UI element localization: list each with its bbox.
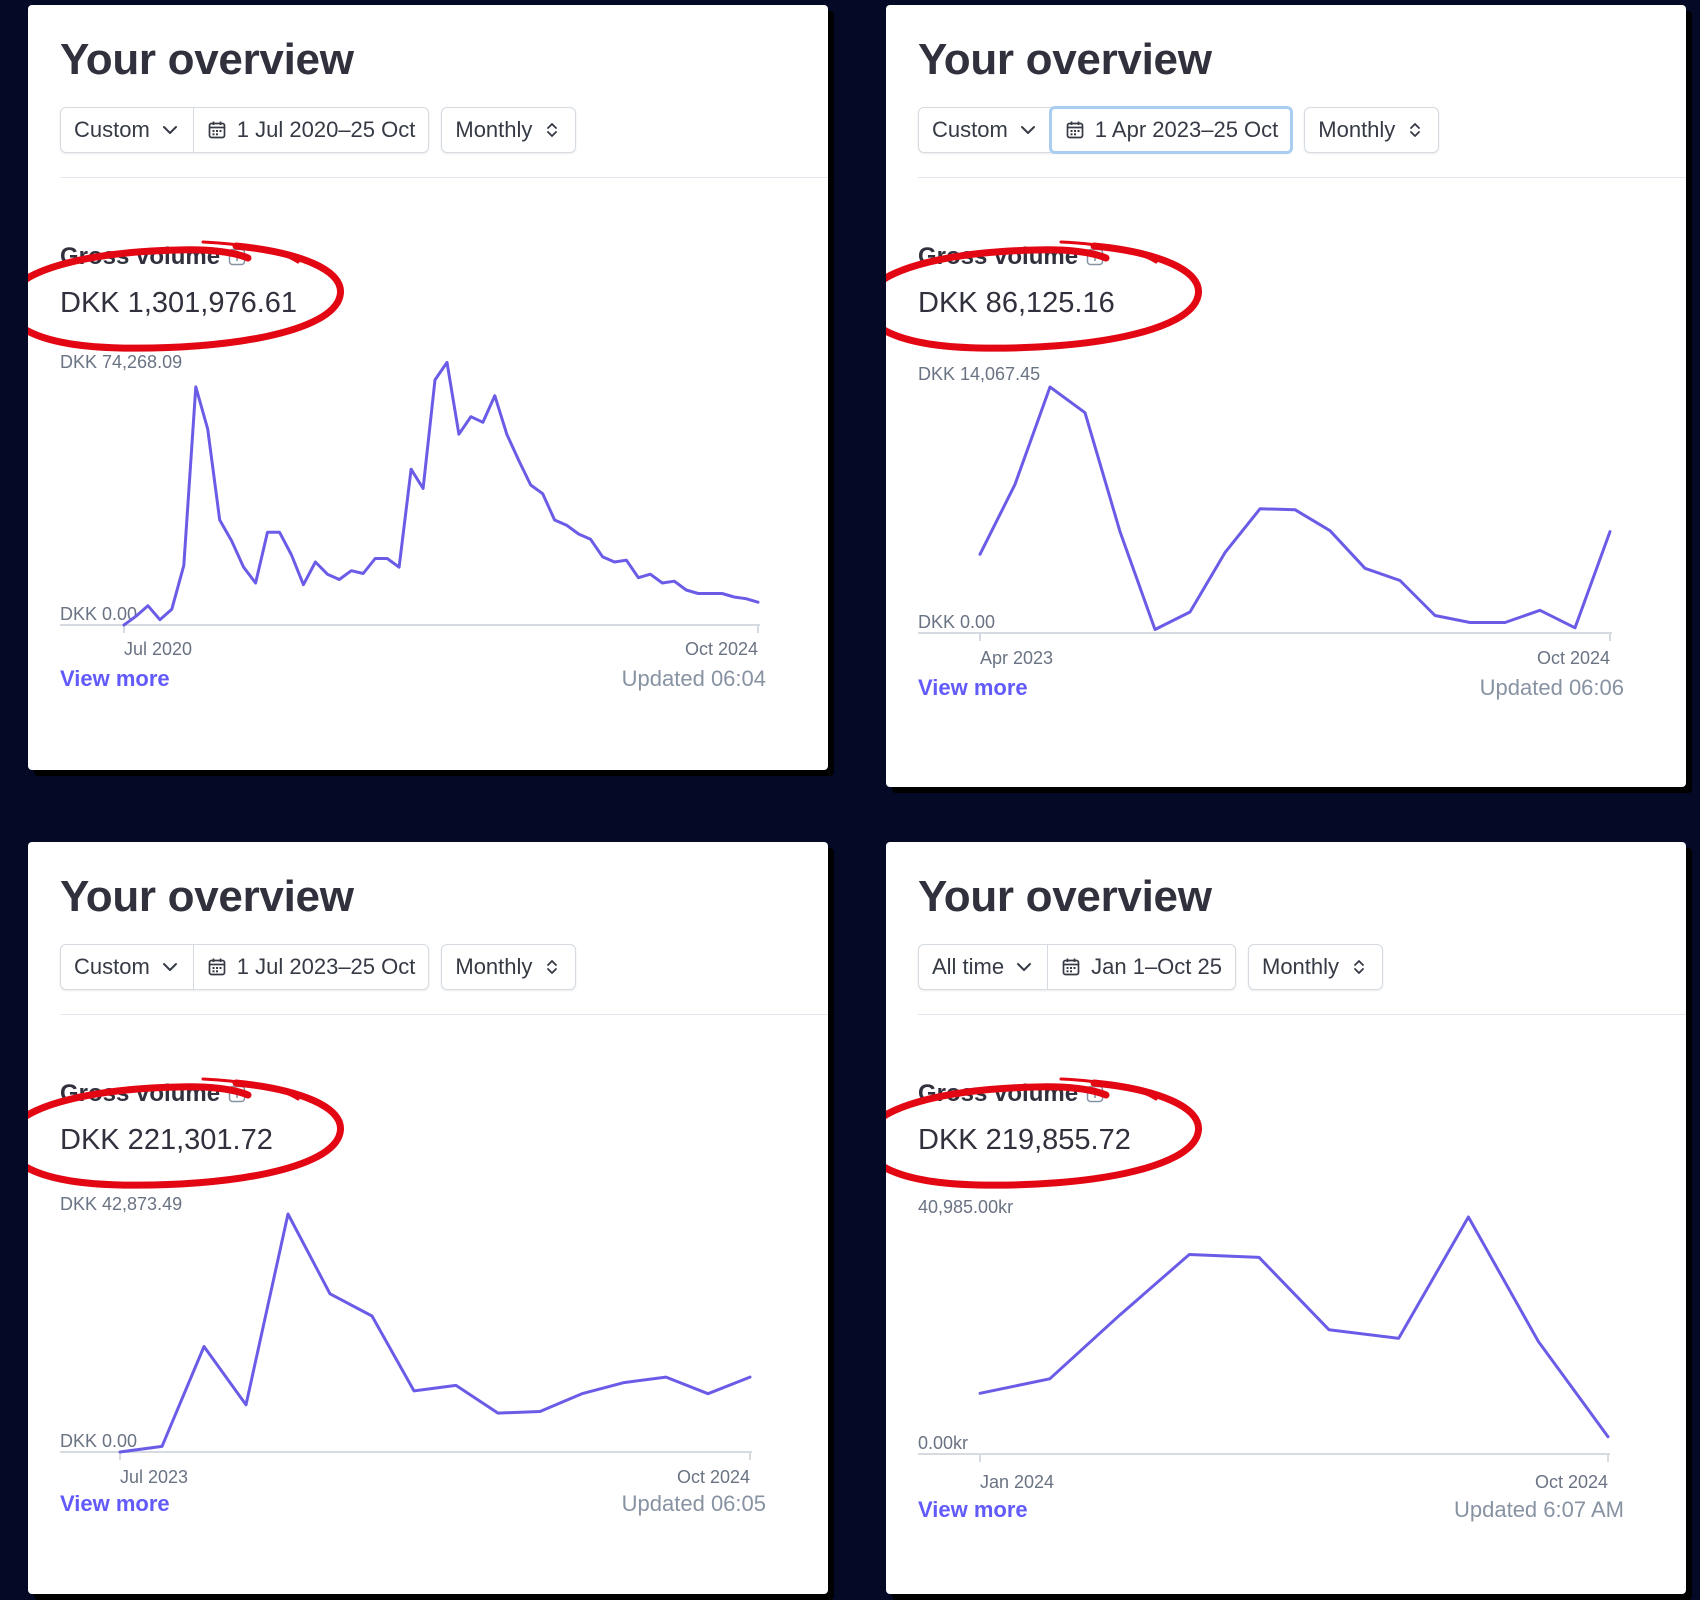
gross-volume-chart: DKK 14,067.45 DKK 0.00 Apr 2023 Oct 2024	[918, 364, 1612, 668]
series-line	[122, 360, 760, 627]
divider	[918, 177, 1686, 178]
y-axis-min-label: DKK 0.00	[60, 1431, 137, 1451]
updated-timestamp: Updated 6:07 AM	[1453, 1497, 1624, 1522]
overview-panel: Your overview Custom 1 Jul 2020–25 Oct	[28, 5, 828, 770]
calendar-icon	[207, 120, 227, 140]
x-axis-start-label: Jan 2024	[980, 1472, 1054, 1492]
date-range-picker[interactable]: Jan 1–Oct 25	[1047, 945, 1235, 989]
x-axis-start-label: Jul 2020	[124, 639, 192, 659]
overview-panel: Your overview Custom 1 Jul 2023–25 Oct	[28, 842, 828, 1594]
x-axis-end-label: Oct 2024	[685, 639, 758, 659]
x-axis-end-label: Oct 2024	[1537, 648, 1610, 668]
filter-controls: Custom 1 Jul 2020–25 Oct Monthly	[60, 107, 577, 153]
interval-select[interactable]: Monthly	[1305, 108, 1438, 152]
date-range-label: Jan 1–Oct 25	[1091, 954, 1222, 979]
view-more-link[interactable]: View more	[60, 1491, 170, 1516]
date-range-label: 1 Jul 2023–25 Oct	[236, 954, 416, 979]
date-range-picker[interactable]: 1 Jul 2023–25 Oct	[192, 945, 429, 989]
series-line	[118, 1212, 752, 1454]
interval-label: Monthly	[1262, 954, 1340, 979]
updated-timestamp: Updated 06:04	[621, 666, 766, 691]
y-axis-max-label: DKK 14,067.45	[918, 364, 1040, 384]
gross-volume-chart: DKK 42,873.49 DKK 0.00 Jul 2023 Oct 2024	[60, 1194, 752, 1487]
y-axis-min-label: DKK 0.00	[60, 604, 137, 624]
range-select[interactable]: All time	[919, 945, 1047, 989]
interval-group: Monthly	[441, 107, 577, 153]
date-filter-group: All time Jan 1–Oct 25	[918, 944, 1236, 990]
interval-select[interactable]: Monthly	[442, 945, 575, 989]
gross-volume-chart: 40,985.00kr 0.00kr Jan 2024 Oct 2024	[918, 1197, 1610, 1492]
date-range-picker[interactable]: 1 Apr 2023–25 Oct	[1048, 106, 1294, 154]
chevron-down-icon	[1014, 957, 1034, 977]
chevron-up-down-icon	[1349, 957, 1369, 977]
chevron-up-down-icon	[542, 120, 562, 140]
chevron-down-icon	[160, 120, 180, 140]
date-filter-group: Custom 1 Jul 2023–25 Oct	[60, 944, 430, 990]
series-line	[978, 1215, 1610, 1439]
interval-label: Monthly	[1318, 117, 1396, 142]
interval-label: Monthly	[455, 117, 533, 142]
range-select-label: All time	[932, 954, 1005, 979]
x-axis-end-label: Oct 2024	[1535, 1472, 1608, 1492]
chevron-down-icon	[1018, 120, 1038, 140]
chevron-up-down-icon	[542, 957, 562, 977]
date-filter-group: Custom 1 Jul 2020–25 Oct	[60, 107, 430, 153]
gross-volume-chart: DKK 74,268.09 DKK 0.00 Jul 2020 Oct 2024	[60, 352, 760, 659]
date-range-picker[interactable]: 1 Jul 2020–25 Oct	[192, 108, 429, 152]
x-axis-start-label: Jul 2023	[120, 1467, 188, 1487]
page-title: Your overview	[918, 35, 1212, 84]
view-more-link[interactable]: View more	[918, 675, 1028, 700]
divider	[918, 1014, 1686, 1015]
y-axis-max-label: 40,985.00kr	[918, 1197, 1013, 1217]
date-range-label: 1 Apr 2023–25 Oct	[1094, 117, 1279, 142]
view-more-link[interactable]: View more	[60, 666, 170, 691]
y-axis-min-label: 0.00kr	[918, 1433, 968, 1453]
range-select-label: Custom	[74, 954, 150, 979]
interval-group: Monthly	[1304, 107, 1440, 153]
date-range-label: 1 Jul 2020–25 Oct	[236, 117, 416, 142]
calendar-icon	[1061, 957, 1081, 977]
divider	[60, 177, 828, 178]
overview-panel: Your overview All time Jan 1–Oct 25	[886, 842, 1686, 1594]
filter-controls: Custom 1 Apr 2023–25 Oct Monthly	[918, 106, 1440, 154]
date-filter-group: Custom 1 Apr 2023–25 Oct	[918, 106, 1294, 154]
x-axis-start-label: Apr 2023	[980, 648, 1053, 668]
range-select[interactable]: Custom	[61, 945, 193, 989]
series-line	[978, 385, 1612, 631]
y-axis-max-label: DKK 42,873.49	[60, 1194, 182, 1214]
overview-panel: Your overview Custom 1 Apr 2023–25 Oct	[886, 5, 1686, 787]
range-select[interactable]: Custom	[61, 108, 193, 152]
page-title: Your overview	[60, 35, 354, 84]
calendar-icon	[1065, 120, 1085, 140]
divider	[60, 1014, 828, 1015]
y-axis-max-label: DKK 74,268.09	[60, 352, 182, 372]
chevron-up-down-icon	[1405, 120, 1425, 140]
filter-controls: All time Jan 1–Oct 25 Monthly	[918, 944, 1384, 990]
view-more-link[interactable]: View more	[918, 1497, 1028, 1522]
interval-select[interactable]: Monthly	[1249, 945, 1382, 989]
calendar-icon	[207, 957, 227, 977]
page-title: Your overview	[60, 872, 354, 921]
interval-group: Monthly	[1248, 944, 1384, 990]
filter-controls: Custom 1 Jul 2023–25 Oct Monthly	[60, 944, 577, 990]
chevron-down-icon	[160, 957, 180, 977]
interval-select[interactable]: Monthly	[442, 108, 575, 152]
updated-timestamp: Updated 06:05	[621, 1491, 766, 1516]
range-select-label: Custom	[932, 117, 1008, 142]
interval-label: Monthly	[455, 954, 533, 979]
y-axis-min-label: DKK 0.00	[918, 612, 995, 632]
updated-timestamp: Updated 06:06	[1479, 675, 1624, 700]
range-select-label: Custom	[74, 117, 150, 142]
page-title: Your overview	[918, 872, 1212, 921]
range-select[interactable]: Custom	[919, 108, 1051, 152]
x-axis-end-label: Oct 2024	[677, 1467, 750, 1487]
interval-group: Monthly	[441, 944, 577, 990]
